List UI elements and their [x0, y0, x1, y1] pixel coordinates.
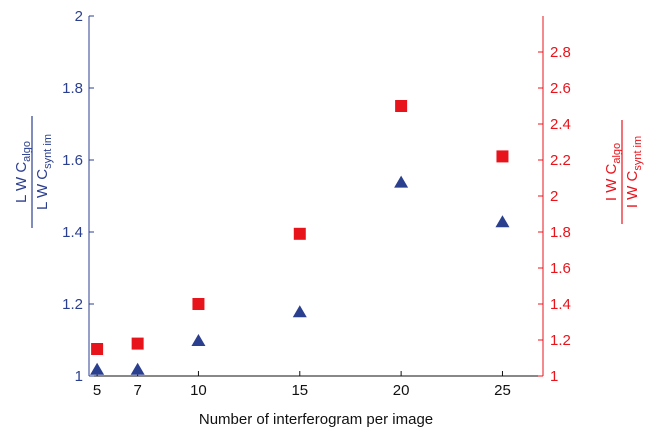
square-point: [395, 100, 408, 112]
square-point: [293, 227, 306, 240]
right-tick-label: 1.8: [550, 224, 571, 241]
right-tick-label: 1: [550, 368, 558, 385]
triangle-point: [495, 215, 510, 228]
left-tick-label: 1.6: [62, 152, 83, 169]
x-tick-label: 20: [393, 382, 410, 399]
right-axis-label-numerator: I W Calgo: [603, 143, 623, 201]
right-tick-label: 2.6: [550, 80, 571, 97]
axes: [88, 15, 544, 377]
right-tick-label: 2.2: [550, 152, 571, 169]
triangle-point: [394, 175, 409, 188]
left-axis-label-denominator: L W Csynt im: [34, 134, 54, 210]
square-point: [496, 150, 509, 163]
right-axis-label: I W Calgo I W Csynt im: [603, 120, 644, 224]
data-marks: [90, 100, 510, 375]
left-axis-label: L W Calgo L W Csynt im: [13, 116, 54, 228]
right-tick-label: 1.4: [550, 296, 571, 313]
right-tick-label: 2.4: [550, 116, 571, 133]
left-tick-label: 1.4: [62, 224, 83, 241]
x-tick-label: 10: [190, 382, 207, 399]
triangle-point: [191, 334, 206, 346]
triangle-point: [292, 305, 307, 318]
x-tick-label: 25: [494, 382, 511, 399]
left-tick-label: 2: [75, 8, 83, 25]
right-axis-label-denominator: I W Csynt im: [624, 136, 644, 208]
left-tick-label: 1.2: [62, 296, 83, 313]
square-point: [192, 298, 205, 310]
x-axis-label: Number of interferogram per image: [199, 411, 433, 428]
square-point: [131, 337, 144, 350]
left-tick-label: 1.8: [62, 80, 83, 97]
tick-labels: 1 1.2 1.4 1.6 1.8 2 1 1.2 1.4 1.6 1.8 2 2.2 2.4 2.6 2.8…: [62, 8, 571, 399]
x-tick-label: 5: [93, 382, 101, 399]
x-tick-label: 7: [133, 382, 141, 399]
triangle-point: [90, 362, 105, 375]
left-tick-label: 1: [75, 368, 83, 385]
right-tick-label: 1.6: [550, 260, 571, 277]
right-tick-label: 2.8: [550, 44, 571, 61]
triangle-point: [130, 362, 145, 375]
right-tick-label: 1.2: [550, 332, 571, 349]
right-tick-label: 2: [550, 188, 558, 205]
x-tick-label: 15: [291, 382, 308, 399]
left-axis-label-numerator: L W Calgo: [13, 141, 33, 203]
square-point: [91, 343, 104, 355]
